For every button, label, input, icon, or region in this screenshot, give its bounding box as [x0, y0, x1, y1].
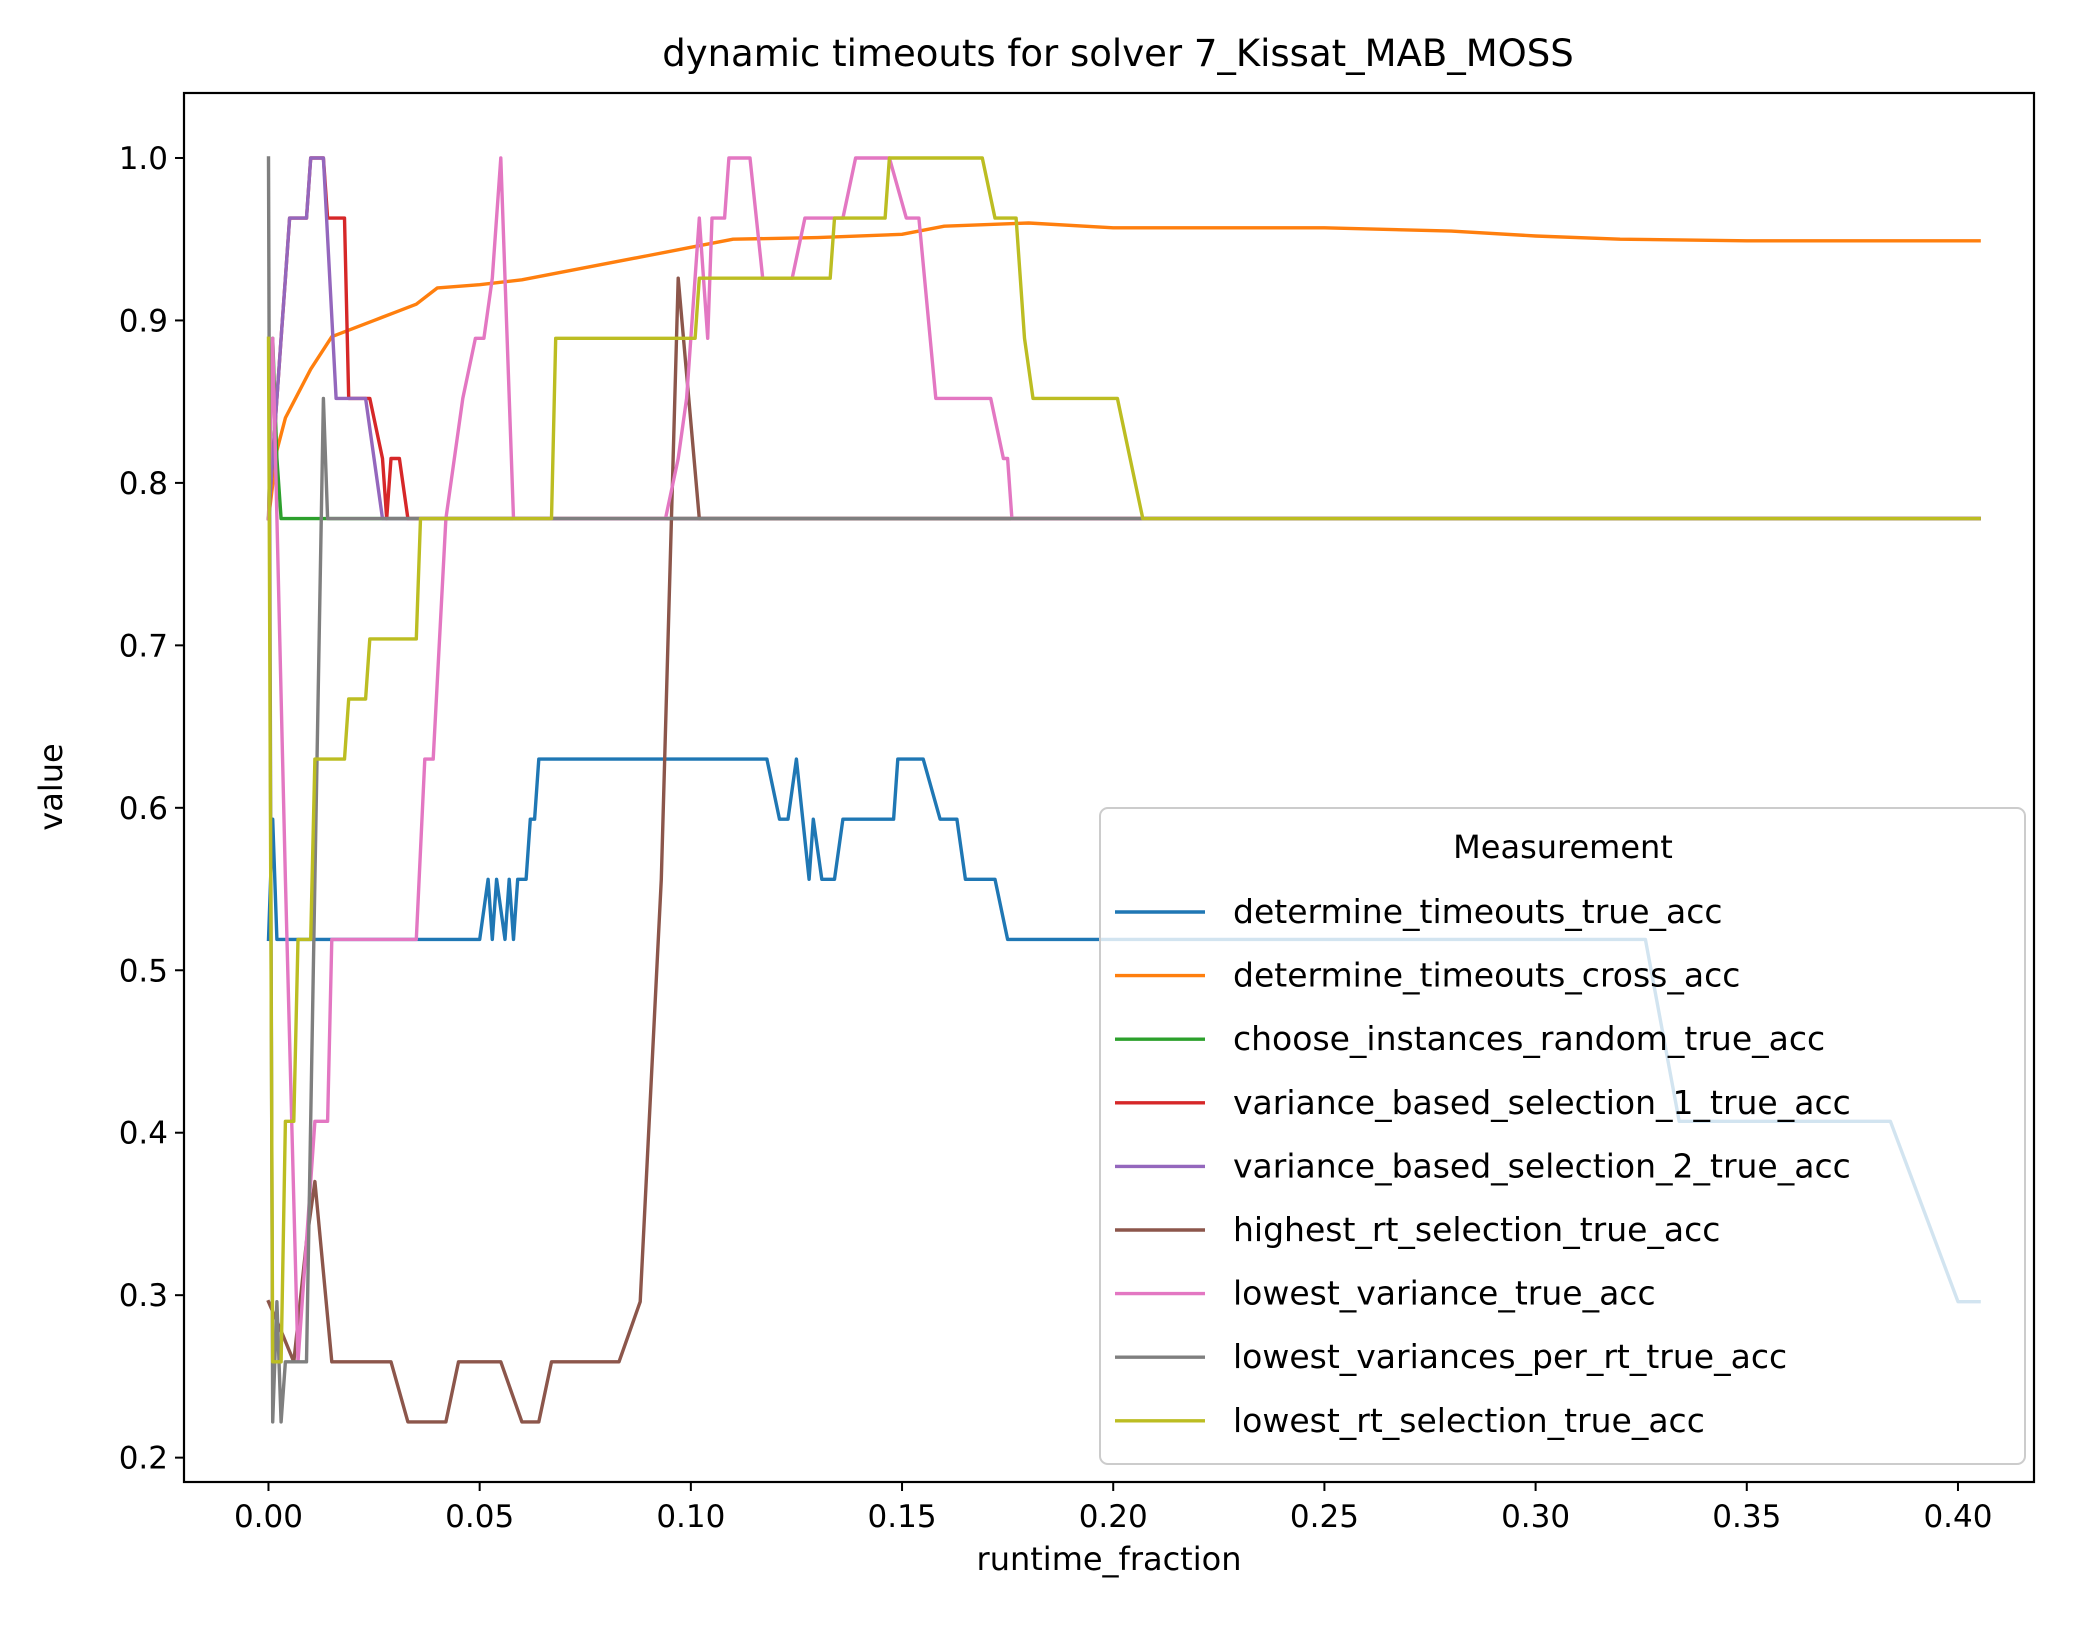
x-tick-label: 0.35 — [1712, 1499, 1781, 1535]
x-axis-label: runtime_fraction — [977, 1540, 1242, 1578]
series-layer — [266, 156, 1981, 1424]
legend-label: lowest_variance_true_acc — [1233, 1274, 1656, 1313]
plot-frame — [182, 91, 2036, 1484]
y-tick-label: 0.4 — [119, 1116, 168, 1152]
x-tick-label: 0.15 — [868, 1499, 937, 1535]
y-tick-label: 0.3 — [119, 1278, 168, 1314]
legend-label: variance_based_selection_1_true_acc — [1233, 1083, 1851, 1122]
chart-title: dynamic timeouts for solver 7_Kissat_MAB… — [662, 32, 1574, 75]
legend-label: lowest_variances_per_rt_true_acc — [1233, 1337, 1787, 1376]
y-tick-label: 0.6 — [119, 791, 168, 827]
x-tick-label: 0.20 — [1079, 1499, 1148, 1535]
x-tick-label: 0.05 — [445, 1499, 514, 1535]
x-tick-label: 0.40 — [1923, 1499, 1992, 1535]
legend-label: determine_timeouts_true_acc — [1233, 892, 1723, 931]
legend-label: lowest_rt_selection_true_acc — [1233, 1401, 1705, 1440]
x-tick-label: 0.10 — [656, 1499, 725, 1535]
x-tick-label: 0.30 — [1501, 1499, 1570, 1535]
x-tick-label: 0.00 — [234, 1499, 303, 1535]
legend-label: variance_based_selection_2_true_acc — [1233, 1146, 1851, 1185]
x-axis: 0.00 0.05 0.10 0.15 0.20 0.25 0.30 0.35 0.40 — [234, 1482, 1992, 1535]
series-line-lowest_variance_true_acc — [266, 156, 1981, 1364]
y-tick-label: 0.8 — [119, 466, 168, 502]
y-tick-label: 0.5 — [119, 953, 168, 989]
legend-title: Measurement — [1453, 828, 1673, 866]
legend-items: determine_timeouts_true_acc determine_tim… — [1115, 892, 1851, 1440]
y-tick-label: 0.7 — [119, 628, 168, 664]
series-line-determine_timeouts_cross_acc — [266, 221, 1981, 521]
y-tick-label: 1.0 — [119, 141, 168, 177]
legend-box — [1099, 807, 2026, 1465]
series-line-determine_timeouts_true_acc — [266, 757, 1981, 1304]
y-tick-label: 0.2 — [119, 1441, 168, 1477]
y-tick-label: 0.9 — [119, 303, 168, 339]
series-line-lowest_rt_selection_true_acc — [266, 156, 1981, 1364]
series-line-variance_based_selection_2_true_acc — [266, 156, 1981, 521]
legend-label: determine_timeouts_cross_acc — [1233, 956, 1740, 995]
legend-label: highest_rt_selection_true_acc — [1233, 1210, 1720, 1249]
y-axis: 0.2 0.3 0.4 0.5 0.6 0.7 0.8 0.9 1.0 — [119, 141, 184, 1477]
legend-label: choose_instances_random_true_acc — [1233, 1019, 1825, 1058]
legend: Measurement determine_timeouts_true_accd… — [1099, 807, 2026, 1465]
x-tick-label: 0.25 — [1290, 1499, 1359, 1535]
y-axis-label: value — [32, 743, 70, 830]
